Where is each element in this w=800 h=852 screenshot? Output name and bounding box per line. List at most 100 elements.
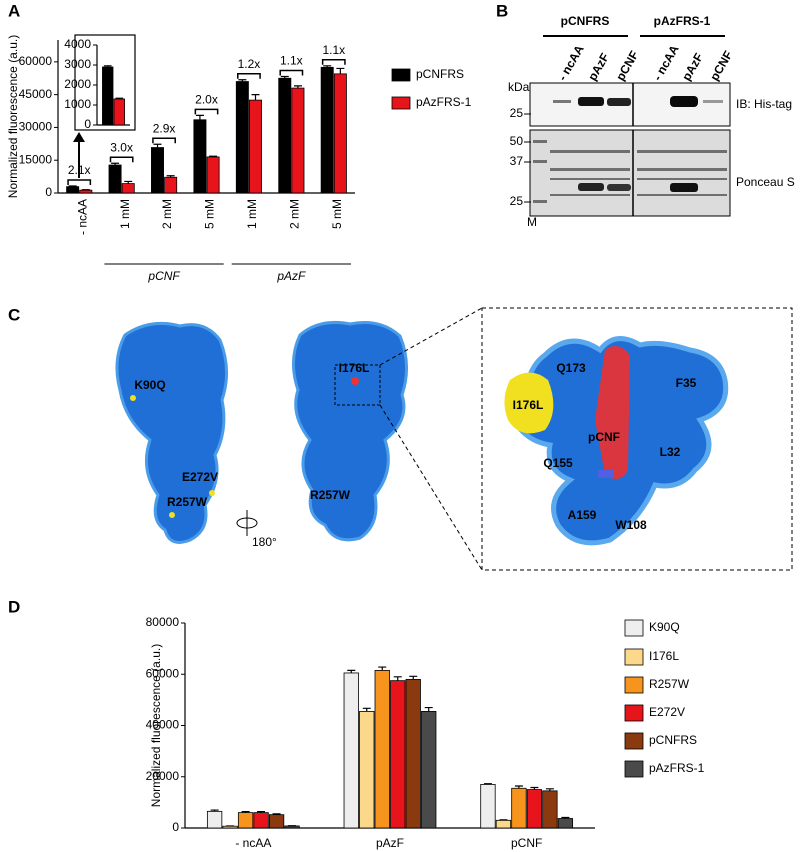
x-tick-label: 2 mM (288, 199, 302, 229)
group-label: pCNF (147, 269, 180, 283)
annotation-bracket (321, 59, 346, 65)
error-bar (166, 175, 175, 178)
error-bar (115, 97, 124, 99)
legend-label: E272V (649, 705, 685, 719)
bar (291, 87, 305, 194)
y-tick-label: 0 (172, 820, 179, 834)
bar (343, 672, 359, 829)
protein-surface (292, 320, 408, 542)
marker-label: 50 (510, 134, 524, 148)
rotation-label: 180° (252, 535, 277, 549)
residue-label: R257W (167, 495, 208, 509)
annotation-bracket (279, 69, 304, 76)
y-tick-label: 60000 (146, 666, 180, 680)
bar (480, 784, 496, 829)
ligand-site (351, 377, 359, 385)
legend-label: pAzFRS-1 (649, 761, 705, 775)
bar (249, 99, 262, 194)
y-tick-label: 20000 (146, 769, 180, 783)
residue-label: R257W (310, 488, 351, 502)
y-tick-label: 40000 (146, 718, 180, 732)
band (607, 98, 631, 106)
error-bar (103, 65, 112, 67)
legend-label: K90Q (649, 620, 680, 634)
x-tick-label: 1 mM (118, 199, 132, 229)
band (670, 183, 698, 192)
residue-label: pCNF (588, 430, 620, 444)
bar (193, 119, 207, 194)
y-tick-label: 0 (45, 185, 52, 199)
x-tick-label: 2 mM (160, 199, 174, 229)
zoom-box (334, 364, 381, 406)
legend-label: pCNFRS (416, 67, 464, 81)
lane-label: pCNF (613, 48, 641, 83)
bar (511, 787, 527, 829)
y-tick-label: 45000 (19, 87, 53, 101)
legend-swatch (624, 704, 644, 722)
error-bar (153, 143, 162, 148)
x-tick-label: - ncAA (75, 199, 89, 235)
error-bar (424, 706, 433, 712)
bar (151, 147, 164, 194)
error-bar (241, 811, 250, 813)
y-axis-label: Normalized fluorescence (a.u.) (149, 644, 163, 807)
bar (121, 183, 135, 194)
residue-label: L32 (660, 445, 681, 459)
blot-label: IB: His-tag (736, 97, 792, 111)
lane-label: - ncAA (650, 42, 682, 83)
residue-label: W108 (615, 518, 647, 532)
error-bar (483, 783, 492, 785)
error-bar (257, 811, 266, 813)
gel-stain (529, 129, 731, 217)
annotation-bracket (194, 108, 219, 115)
lane-label: - ncAA (555, 42, 587, 83)
marker-label: 37 (510, 154, 524, 168)
error-bar (195, 114, 204, 120)
bar (374, 670, 390, 829)
mutation-site (209, 490, 215, 496)
error-bar (293, 85, 302, 89)
bar (235, 81, 249, 194)
error-bar (209, 155, 218, 157)
legend-label: I176L (649, 649, 679, 663)
y-tick-label: 1000 (64, 97, 91, 111)
bar (542, 790, 558, 829)
error-bar (393, 676, 402, 681)
error-bar (336, 67, 345, 74)
annotation: 3.0x (110, 140, 133, 154)
bar (237, 812, 254, 829)
bar (333, 73, 347, 194)
legend-swatch (391, 96, 411, 110)
marker-label: 25 (510, 106, 524, 120)
legend-swatch (624, 760, 644, 778)
error-bar (280, 75, 289, 79)
lane-label: pCNF (707, 48, 735, 83)
bar (206, 810, 223, 829)
bar (113, 98, 125, 126)
band (670, 96, 698, 107)
residue-label: I176L (513, 398, 544, 412)
band (553, 100, 571, 103)
ligand (595, 346, 630, 479)
panel-label: B (496, 1, 508, 20)
bar (421, 711, 437, 829)
y-tick-label: 3000 (64, 57, 91, 71)
gel-bands (533, 140, 727, 203)
mutation-surface (504, 372, 554, 434)
gel-group-label: pCNFRS (561, 14, 610, 28)
structures (115, 307, 793, 571)
lane-label: pAzF (585, 51, 612, 83)
bar (253, 812, 269, 829)
panel-label: D (8, 597, 20, 616)
x-tick-label: 5 mM (330, 199, 344, 229)
bar (164, 176, 178, 194)
legend-label: pCNFRS (649, 733, 697, 747)
annotation-bracket (237, 73, 261, 79)
legend-swatch (624, 676, 644, 694)
annotation: 2.0x (195, 93, 218, 107)
bar (526, 789, 543, 829)
residue-label: F35 (676, 376, 697, 390)
bar (390, 680, 406, 829)
error-bar (238, 79, 247, 82)
